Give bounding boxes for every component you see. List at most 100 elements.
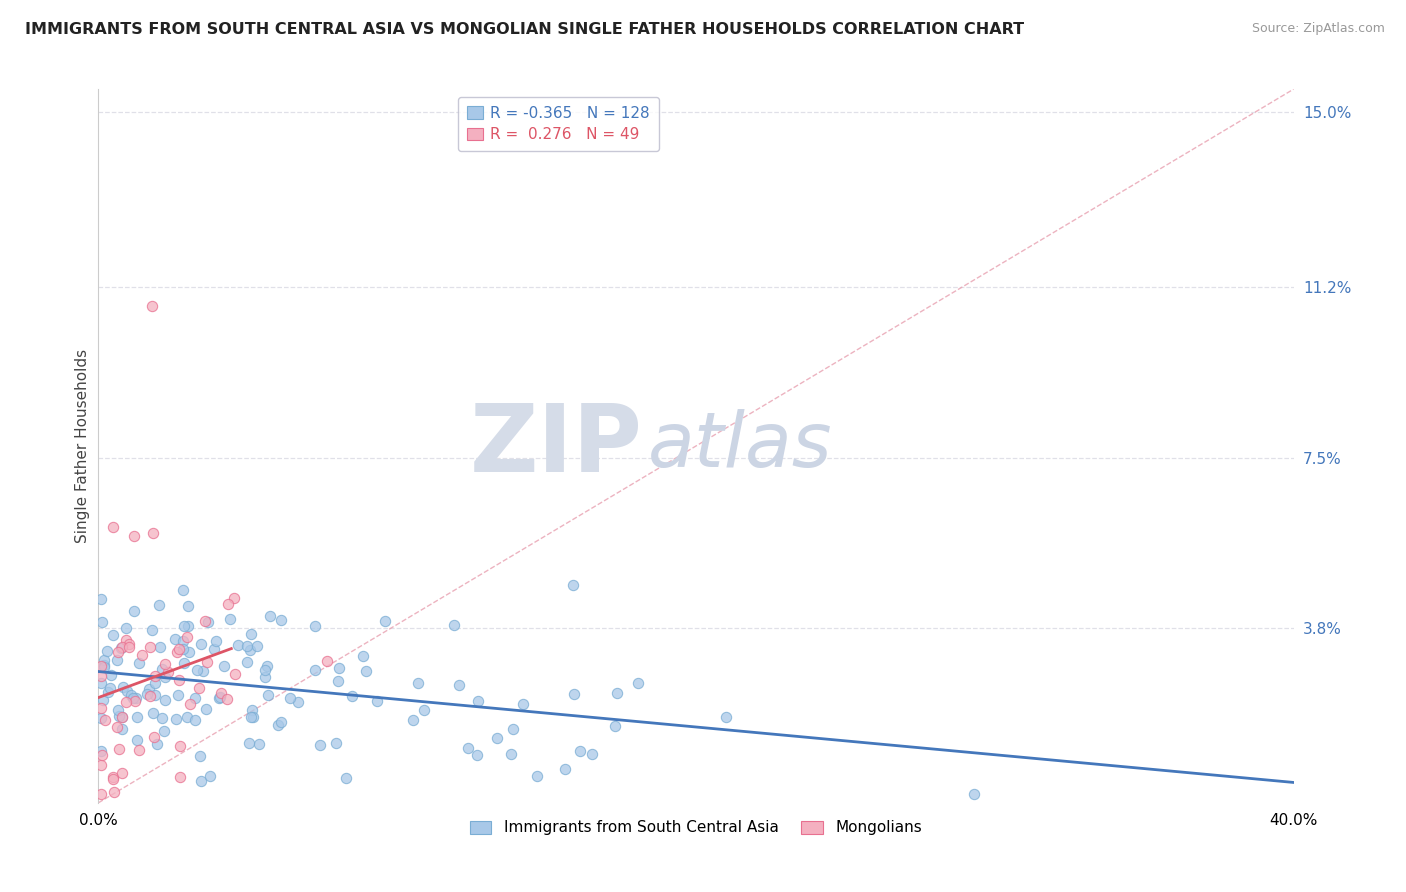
Point — [212, 659, 235, 673]
Point — [176, 630, 198, 644]
Point — [152, 723, 174, 738]
Point — [184, 713, 207, 727]
Point — [148, 598, 170, 612]
Point — [465, 747, 488, 762]
Point — [128, 656, 150, 670]
Point — [115, 695, 138, 709]
Point — [215, 691, 238, 706]
Point — [141, 623, 163, 637]
Point — [90, 658, 112, 673]
Point — [110, 640, 132, 655]
Point — [115, 621, 138, 635]
Point — [315, 654, 337, 668]
Point — [190, 773, 212, 788]
Point — [142, 525, 165, 540]
Point — [239, 643, 262, 657]
Point — [103, 519, 125, 533]
Point — [125, 732, 148, 747]
Point — [169, 739, 191, 754]
Point — [219, 611, 242, 625]
Point — [107, 653, 129, 667]
Point — [326, 674, 349, 689]
Point — [526, 769, 548, 783]
Point — [103, 772, 125, 787]
Point — [96, 643, 118, 657]
Point — [499, 747, 522, 762]
Point — [253, 670, 276, 684]
Point — [176, 710, 198, 724]
Point — [165, 712, 187, 726]
Point — [93, 660, 115, 674]
Point — [256, 689, 278, 703]
Point — [135, 687, 157, 701]
Point — [138, 681, 160, 696]
Point — [217, 597, 239, 611]
Point — [124, 529, 146, 543]
Point — [208, 691, 231, 706]
Point — [335, 771, 357, 785]
Y-axis label: Single Father Households: Single Father Households — [75, 349, 90, 543]
Point — [186, 663, 208, 677]
Point — [278, 690, 301, 705]
Point — [111, 710, 134, 724]
Point — [167, 641, 190, 656]
Point — [103, 770, 125, 784]
Point — [236, 655, 259, 669]
Point — [172, 634, 194, 648]
Point — [155, 693, 177, 707]
Point — [354, 665, 377, 679]
Point — [254, 664, 277, 678]
Point — [249, 737, 271, 751]
Point — [188, 749, 211, 764]
Point — [128, 743, 150, 757]
Point — [353, 649, 375, 664]
Point — [90, 668, 112, 682]
Point — [108, 742, 131, 756]
Point — [107, 645, 129, 659]
Point — [374, 615, 396, 629]
Point — [91, 693, 114, 707]
Point — [167, 688, 190, 702]
Point — [111, 640, 134, 654]
Point — [194, 615, 217, 629]
Point — [157, 665, 180, 680]
Point — [197, 615, 219, 629]
Point — [194, 702, 217, 716]
Point — [101, 628, 124, 642]
Point — [287, 695, 309, 709]
Point — [90, 758, 112, 772]
Point — [105, 720, 128, 734]
Point — [107, 703, 129, 717]
Point — [190, 637, 212, 651]
Point — [205, 633, 228, 648]
Text: ZIP: ZIP — [470, 400, 643, 492]
Point — [177, 645, 200, 659]
Point — [117, 637, 139, 651]
Point — [143, 688, 166, 702]
Point — [107, 709, 129, 723]
Point — [131, 648, 153, 662]
Point — [246, 639, 269, 653]
Point — [226, 639, 249, 653]
Text: IMMIGRANTS FROM SOUTH CENTRAL ASIA VS MONGOLIAN SINGLE FATHER HOUSEHOLDS CORRELA: IMMIGRANTS FROM SOUTH CENTRAL ASIA VS MO… — [25, 22, 1025, 37]
Point — [111, 766, 134, 780]
Point — [173, 656, 195, 670]
Point — [554, 763, 576, 777]
Point — [90, 676, 112, 690]
Point — [111, 680, 134, 694]
Point — [100, 667, 122, 681]
Point — [238, 736, 260, 750]
Point — [93, 713, 115, 727]
Point — [165, 632, 187, 646]
Point — [240, 703, 263, 717]
Point — [366, 694, 388, 708]
Point — [90, 787, 112, 801]
Point — [406, 676, 429, 690]
Point — [166, 645, 188, 659]
Point — [485, 731, 508, 745]
Point — [236, 640, 259, 654]
Point — [122, 604, 145, 618]
Point — [142, 731, 165, 745]
Point — [606, 685, 628, 699]
Point — [114, 632, 136, 647]
